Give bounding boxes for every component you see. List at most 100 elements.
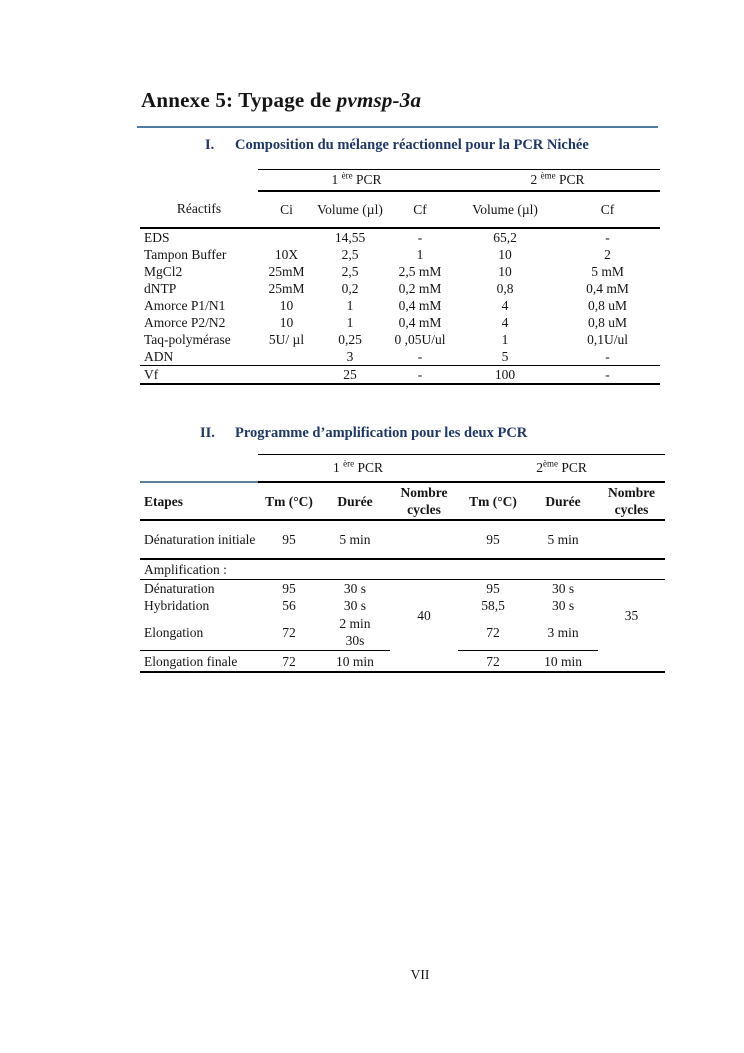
step-cell: Dénaturation initiale (140, 520, 258, 560)
pcr-ordinal-sup: ère (343, 458, 355, 469)
value-cell: 1 (416, 247, 424, 262)
value-cell: 0,25 (338, 332, 362, 347)
pcr1-span-header: 1 ère PCR (258, 169, 456, 192)
cycle-count-cell: 40 (417, 607, 431, 623)
pcr-ordinal-sup: ère (341, 170, 353, 181)
value-cell: 95 (282, 581, 296, 596)
value-cell: 0,2 mM (398, 281, 442, 296)
value-cell: 2 (604, 247, 611, 262)
reagent-cell: Amorce P1/N1 (144, 298, 226, 313)
section-title: Programme d’amplification pour les deux … (235, 425, 528, 441)
table-row: Amorce P1/N1 10 1 0,4 mM 4 0,8 uM (140, 297, 660, 314)
total-row: Vf 25 - 100 - (140, 365, 661, 385)
column-header: Durée (528, 482, 599, 521)
table-row: Tampon Buffer 10X 2,5 1 10 2 (140, 246, 660, 263)
value-cell: 5 min (528, 520, 599, 560)
pcr-ordinal-sup: ème (542, 458, 558, 469)
table-row: Dénaturation initiale 95 5 min 95 5 min (140, 520, 666, 560)
step-cell: Hybridation (144, 598, 210, 613)
value-cell (390, 650, 459, 673)
value-cell: 0,2 (341, 281, 359, 296)
reagent-cell: dNTP (144, 281, 177, 296)
value-cell: 0,8 uM (588, 315, 628, 330)
value-cell: 4 (501, 298, 509, 313)
value-cell: 100 (455, 365, 556, 385)
reaction-mix-table: 1 ère PCR 2 ème PCR Réactifs Ci Volume (… (140, 169, 661, 385)
value-cell: 14,55 (334, 230, 366, 245)
column-header: Volume (µl) (315, 191, 385, 229)
pcr-label: PCR (561, 460, 587, 475)
value-cell: 0,1U/ul (587, 332, 628, 347)
reagent-cell: Taq-polymérase (144, 332, 231, 347)
value-cell: 95 (458, 520, 529, 560)
page-title: Annexe 5: Typage de pvmsp-3a (141, 88, 421, 113)
value-cell: 0,4 mM (398, 315, 442, 330)
table-row: dNTP 25mM 0,2 0,2 mM 0,8 0,4 mM (140, 280, 660, 297)
table-row: Amplification : (140, 559, 666, 580)
value-cell (258, 348, 315, 366)
cycle-count-cell: 35 (624, 607, 639, 623)
value-cell: 4 (501, 315, 509, 330)
pcr-label: PCR (559, 172, 585, 187)
value-cell: 10 (498, 264, 512, 279)
table-row: Amorce P2/N2 10 1 0,4 mM 4 0,8 uM (140, 314, 660, 331)
value-cell: 25mM (268, 281, 305, 296)
reagent-cell: Amorce P2/N2 (144, 315, 226, 330)
value-cell: 72 (458, 650, 529, 673)
value-cell: 95 (486, 581, 500, 596)
section-heading-1: I. Composition du mélange réactionnel pou… (205, 137, 589, 154)
value-cell (598, 650, 666, 673)
table-header-row: Etapes Tm (°C) Durée Nombre cycles Tm (°… (140, 482, 666, 521)
pcr2-span-header: 2ème PCR (458, 454, 666, 483)
pcr-ordinal: 2 (530, 172, 538, 187)
value-cell: 72 (258, 614, 320, 651)
value-cell: 10X (274, 247, 299, 262)
section-number: II. (200, 425, 215, 441)
value-cell: - (555, 348, 661, 366)
value-cell: 30 s (343, 598, 367, 613)
pcr-ordinal-sup: ème (540, 170, 556, 181)
pcr-ordinal: 2 (536, 460, 543, 475)
value-cell: 65,2 (493, 230, 517, 245)
value-cell: 10 (279, 315, 294, 330)
title-gene-name: pvmsp-3a (336, 88, 422, 112)
amplification-program-table: 1 ère PCR 2ème PCR Etapes Tm (°C) Durée … (140, 454, 666, 673)
column-header: Tm (°C) (458, 482, 529, 521)
table-row: MgCl2 25mM 2,5 2,5 mM 10 5 mM (140, 263, 660, 280)
amplification-label: Amplification : (140, 559, 666, 580)
value-cell: 72 (458, 614, 529, 651)
step-cell: Elongation finale (140, 650, 258, 673)
value-cell (258, 228, 315, 246)
column-header: Ci (258, 191, 315, 229)
value-cell: 25 (315, 365, 385, 385)
value-cell: - (385, 365, 456, 385)
table-row: Dénaturation 95 30 s 40 95 30 s 35 (140, 580, 665, 623)
pcr-label: PCR (356, 172, 382, 187)
column-header: Cf (555, 191, 661, 229)
value-cell: 95 (258, 520, 320, 560)
etapes-spacer (140, 454, 258, 483)
pcr2-span-header: 2 ème PCR (455, 169, 661, 192)
reagent-cell: ADN (140, 348, 258, 366)
pcr-label: PCR (357, 460, 384, 475)
value-cell: 30 s (343, 581, 367, 596)
section-title: Composition du mélange réactionnel pour … (235, 137, 589, 153)
column-header: Cf (385, 191, 456, 229)
section-number: I. (205, 137, 215, 153)
value-cell: 3 (315, 348, 385, 366)
value-cell: 5 min (320, 520, 390, 560)
step-cell: Elongation (140, 614, 258, 651)
value-cell: - (605, 230, 610, 245)
value-cell: 2,5 mM (398, 264, 442, 279)
value-cell: 56 (282, 598, 296, 613)
page-number: VII (410, 967, 430, 982)
value-cell (390, 520, 459, 560)
value-cell: 1 (346, 315, 354, 330)
value-cell: 5 (455, 348, 556, 366)
value-cell: 10 (279, 298, 294, 313)
value-cell: 2,5 (341, 264, 359, 279)
section-heading-2: II. Programme d’amplification pour les de… (200, 425, 527, 442)
column-header: Nombre cycles (598, 482, 666, 521)
value-cell: 1 (346, 298, 354, 313)
